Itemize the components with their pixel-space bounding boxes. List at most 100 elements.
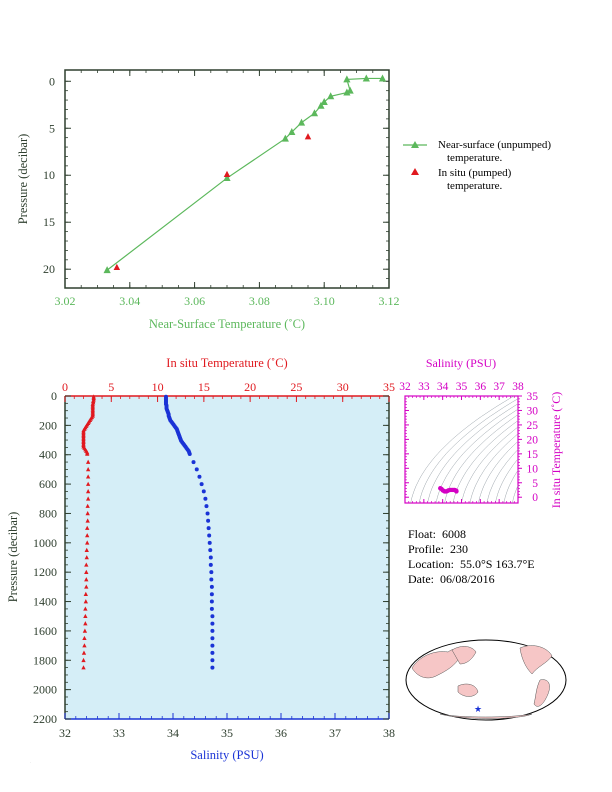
float-location-marker-icon: ★ bbox=[474, 704, 482, 714]
temperature-point bbox=[85, 540, 90, 545]
profile-series bbox=[81, 394, 215, 670]
legend-marker-near-surface bbox=[411, 141, 419, 148]
near-surface-point bbox=[317, 101, 325, 109]
temperature-point bbox=[84, 555, 89, 560]
near-surface-point bbox=[362, 74, 370, 82]
density-contour bbox=[427, 403, 518, 503]
temperature-point bbox=[82, 628, 88, 633]
temperature-point bbox=[84, 577, 89, 582]
density-contour bbox=[529, 396, 612, 503]
ts-plot-frame bbox=[404, 395, 519, 504]
density-contour bbox=[418, 398, 518, 503]
ts-y-tick-label: 25 bbox=[527, 420, 539, 432]
ts-x-tick-label: 34 bbox=[437, 381, 449, 393]
temperature-point bbox=[84, 562, 89, 567]
salinity-point bbox=[209, 606, 214, 611]
ts-y-label: In situ Temperature (˚C) bbox=[549, 392, 563, 509]
temperature-point bbox=[85, 467, 91, 472]
sal-tick-label: 34 bbox=[167, 726, 179, 740]
temperature-point bbox=[85, 496, 91, 501]
temperature-point bbox=[84, 584, 89, 589]
salinity-point bbox=[194, 467, 199, 472]
salinity-point bbox=[208, 555, 213, 560]
y-tick-label: 10 bbox=[43, 168, 55, 182]
pressure-tick-label: 600 bbox=[39, 477, 57, 491]
near-surface-point bbox=[343, 88, 351, 96]
salinity-point bbox=[210, 621, 215, 626]
ts-x-tick-label: 33 bbox=[418, 381, 430, 393]
temp-tick-label: 35 bbox=[383, 380, 395, 394]
near-surface-point bbox=[223, 174, 231, 182]
salinity-point bbox=[210, 643, 215, 648]
sal-tick-label: 38 bbox=[383, 726, 395, 740]
near-surface-series bbox=[103, 74, 387, 274]
temp-tick-label: 25 bbox=[290, 380, 302, 394]
salinity-point bbox=[187, 451, 192, 456]
temperature-point bbox=[82, 643, 87, 648]
profile-bottom-x-label: Salinity (PSU) bbox=[190, 748, 263, 762]
near-surface-x-label: Near-Surface Temperature (˚C) bbox=[149, 317, 305, 331]
temp-tick-label: 15 bbox=[198, 380, 210, 394]
profile-y-label: Pressure (decibar) bbox=[6, 512, 20, 603]
ts-y-tick-label: 35 bbox=[527, 391, 539, 403]
map-land-south-america bbox=[533, 679, 550, 707]
ts-diagram: 32 33 34 35 36 37 38 0 5 10 15 20 25 30 35 Salinity (P… bbox=[399, 356, 612, 509]
near-surface-point bbox=[103, 266, 111, 274]
in-situ-point bbox=[304, 133, 312, 140]
ts-y-tick-label: 10 bbox=[527, 463, 539, 475]
legend-marker-in-situ bbox=[411, 168, 419, 175]
profile-value: 230 bbox=[450, 542, 468, 556]
density-contour bbox=[563, 396, 612, 503]
pressure-tick-label: 1800 bbox=[33, 653, 57, 667]
pressure-tick-label: 1000 bbox=[33, 536, 57, 550]
near-surface-y-ticks: 0 5 10 15 20 bbox=[43, 74, 389, 289]
legend-label-in-situ-2: temperature. bbox=[447, 180, 503, 192]
salinity-point bbox=[210, 628, 215, 633]
temperature-point bbox=[85, 481, 91, 486]
temperature-point bbox=[81, 650, 87, 655]
location-value: 55.0°S 163.7°E bbox=[459, 557, 535, 571]
near-surface-point bbox=[343, 75, 351, 83]
near-surface-point bbox=[288, 128, 296, 136]
ts-x-tick-label: 38 bbox=[512, 381, 524, 393]
footer-tiny-caption: . bbox=[30, 760, 31, 764]
date-row: Date: 06/08/2016 bbox=[408, 572, 501, 587]
profile-row: Profile: 230 bbox=[408, 542, 474, 557]
near-surface-point bbox=[327, 92, 335, 100]
density-contour bbox=[410, 396, 515, 503]
ts-x-label: Salinity (PSU) bbox=[426, 356, 496, 370]
salinity-point bbox=[204, 504, 209, 509]
temperature-point bbox=[83, 599, 88, 604]
map-land-eurasia-east bbox=[451, 646, 477, 665]
salinity-point bbox=[206, 526, 211, 531]
profile-chart: 0 5 10 15 20 25 30 35 32 33 34 35 36 37 38 0 200 400 600 80… bbox=[6, 356, 395, 762]
temperature-point bbox=[85, 533, 90, 538]
pressure-tick-label: 1400 bbox=[33, 595, 57, 609]
temp-tick-label: 10 bbox=[152, 380, 164, 394]
temperature-point bbox=[85, 459, 91, 464]
near-surface-y-label: Pressure (decibar) bbox=[16, 134, 30, 225]
location-row: Location: 55.0°S 163.7°E bbox=[408, 557, 541, 572]
temperature-point bbox=[81, 665, 86, 670]
temp-tick-label: 20 bbox=[244, 380, 256, 394]
legend-label-in-situ-1: In situ (pumped) bbox=[438, 167, 512, 179]
temp-tick-label: 30 bbox=[337, 380, 349, 394]
temperature-point bbox=[83, 606, 88, 611]
in-situ-point bbox=[113, 263, 121, 271]
near-surface-chart: 3.02 3.04 3.06 3.08 3.10 3.12 0 5 10 15 20 Near-S… bbox=[16, 69, 551, 331]
temperature-point bbox=[85, 451, 90, 456]
temperature-point bbox=[83, 591, 88, 597]
temperature-point bbox=[85, 503, 90, 508]
in-situ-point bbox=[223, 170, 231, 178]
ts-y-tick-label: 20 bbox=[527, 434, 539, 446]
pressure-tick-label: 0 bbox=[51, 389, 57, 403]
ts-y-tick-label: 30 bbox=[527, 405, 539, 417]
ts-points bbox=[438, 486, 459, 494]
salinity-point bbox=[205, 511, 210, 516]
x-tick-label: 3.04 bbox=[119, 294, 140, 308]
density-contour bbox=[452, 420, 518, 503]
pressure-tick-label: 1200 bbox=[33, 565, 57, 579]
pressure-tick-label: 200 bbox=[39, 418, 57, 432]
pressure-tick-label: 800 bbox=[39, 506, 57, 520]
temperature-point bbox=[85, 474, 91, 479]
